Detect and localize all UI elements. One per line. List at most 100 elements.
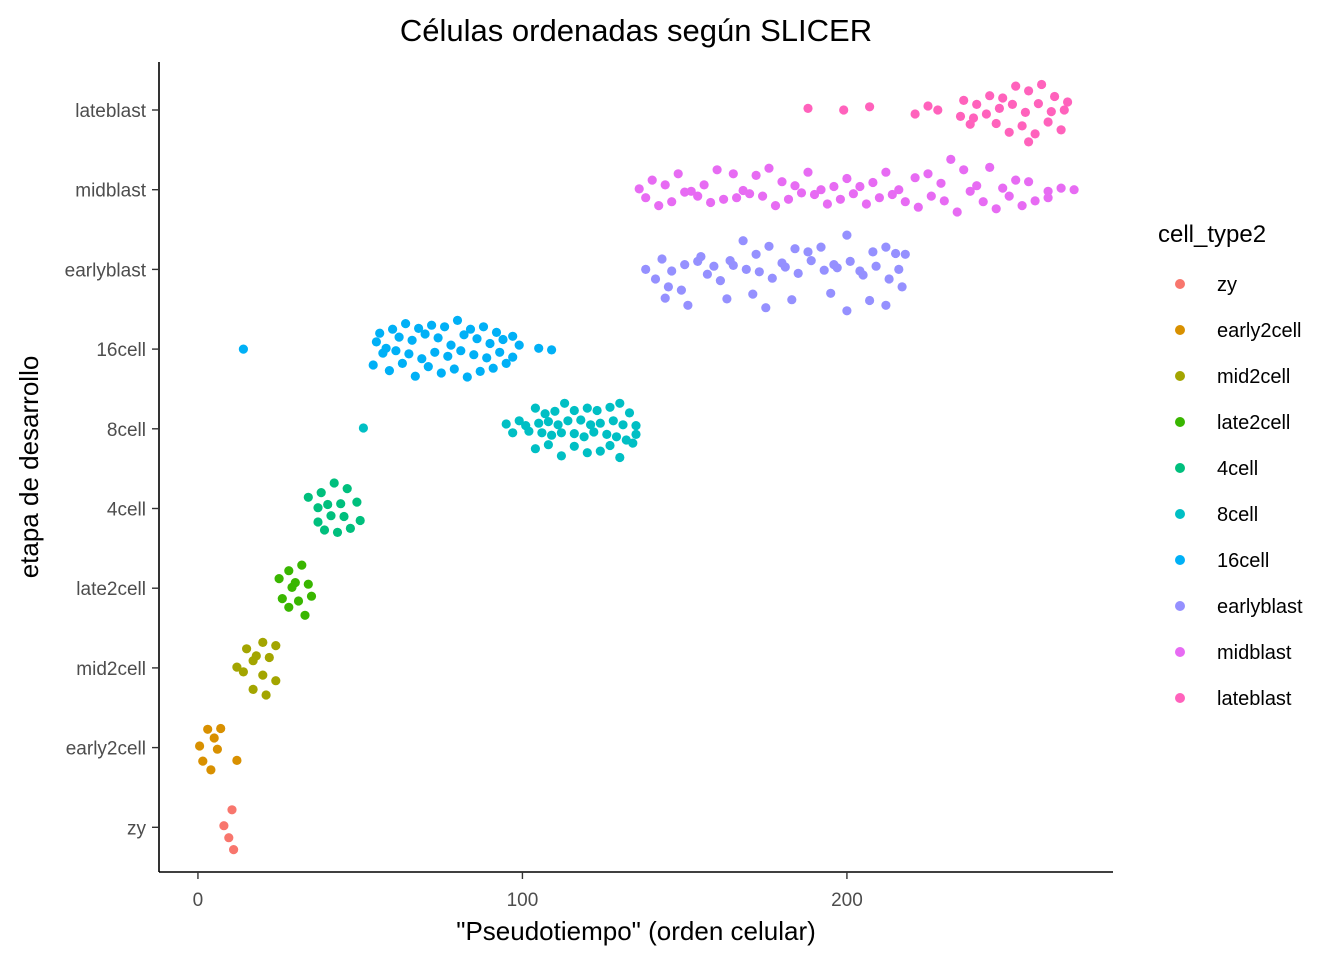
data-point	[767, 273, 777, 283]
data-point	[569, 429, 579, 439]
data-point	[998, 93, 1008, 103]
data-point	[459, 330, 469, 340]
data-point	[212, 744, 222, 754]
legend-label: midblast	[1217, 642, 1292, 664]
data-point	[819, 265, 829, 275]
data-point	[430, 347, 440, 357]
data-point	[550, 406, 560, 416]
data-point	[728, 260, 738, 270]
legend-key	[1175, 417, 1185, 427]
series-early2cell	[195, 723, 242, 775]
data-point	[923, 101, 933, 111]
data-point	[865, 102, 875, 112]
data-point	[981, 109, 992, 119]
data-point	[537, 428, 547, 438]
data-point	[660, 293, 670, 303]
data-point	[874, 193, 885, 203]
data-point	[316, 488, 326, 498]
data-point	[657, 254, 667, 264]
data-point	[229, 845, 239, 855]
data-point	[832, 263, 842, 273]
series-lateblast	[803, 79, 1073, 147]
data-point	[488, 363, 498, 373]
data-point	[478, 322, 489, 332]
data-point	[375, 328, 385, 338]
data-point	[628, 438, 638, 448]
data-point	[897, 282, 907, 292]
data-point	[894, 264, 904, 274]
data-point	[560, 398, 570, 408]
data-point	[198, 756, 208, 766]
data-point	[985, 91, 995, 101]
legend-label: late2cell	[1217, 412, 1290, 434]
data-point	[443, 351, 453, 361]
data-point	[543, 417, 554, 427]
data-point	[371, 337, 381, 347]
data-point	[482, 353, 492, 363]
data-point	[456, 346, 466, 356]
data-point	[452, 315, 463, 325]
data-point	[491, 327, 502, 337]
data-point	[303, 579, 313, 589]
data-point	[582, 403, 592, 413]
data-point	[881, 167, 891, 177]
series-late2cell	[274, 560, 317, 620]
data-point	[446, 340, 456, 350]
legend-key	[1175, 463, 1185, 473]
data-point	[391, 346, 401, 356]
legend-label: early2cell	[1217, 320, 1301, 342]
legend-items: zy early2cell mid2cell late2cell 4cell 8cell 1…	[1175, 274, 1303, 710]
legend-key	[1175, 509, 1185, 519]
data-point	[485, 338, 495, 349]
data-point	[306, 591, 317, 601]
data-point	[881, 300, 891, 310]
data-point	[238, 667, 248, 677]
data-point	[368, 360, 378, 370]
data-point	[394, 332, 404, 342]
data-point	[783, 194, 794, 204]
data-point	[615, 452, 625, 463]
data-point	[336, 499, 346, 509]
data-point	[751, 249, 761, 259]
data-point	[871, 261, 881, 271]
data-point	[900, 197, 910, 207]
data-point	[595, 418, 605, 428]
legend-label: earlyblast	[1217, 596, 1303, 618]
data-point	[822, 199, 833, 209]
data-point	[663, 282, 674, 292]
data-point	[410, 371, 420, 381]
data-point	[414, 323, 424, 333]
data-point	[835, 194, 846, 204]
legend-label: 16cell	[1217, 550, 1269, 572]
data-point	[683, 300, 693, 310]
data-point	[1050, 91, 1060, 102]
data-point	[829, 181, 839, 192]
data-point	[923, 169, 933, 179]
data-point	[848, 189, 859, 199]
data-point	[417, 354, 427, 364]
data-point	[761, 303, 771, 313]
data-point	[634, 184, 644, 194]
data-point	[647, 175, 657, 185]
data-point	[579, 432, 589, 442]
y-tick-label: midblast	[75, 181, 146, 202]
x-tick-label: 200	[831, 890, 863, 911]
data-point	[842, 173, 852, 184]
data-point	[238, 344, 248, 354]
x-tick-label: 100	[507, 890, 539, 911]
data-point	[556, 451, 567, 461]
series-midblast	[634, 154, 1079, 217]
data-point	[881, 242, 891, 252]
data-point	[994, 103, 1005, 113]
data-point	[790, 181, 800, 191]
data-point	[501, 358, 511, 368]
data-point	[271, 641, 281, 651]
data-point	[891, 248, 901, 259]
data-point	[816, 242, 826, 252]
data-point	[900, 249, 910, 259]
legend-key	[1175, 693, 1185, 703]
data-point	[1011, 81, 1021, 91]
data-point	[248, 656, 258, 666]
data-point	[332, 527, 343, 538]
